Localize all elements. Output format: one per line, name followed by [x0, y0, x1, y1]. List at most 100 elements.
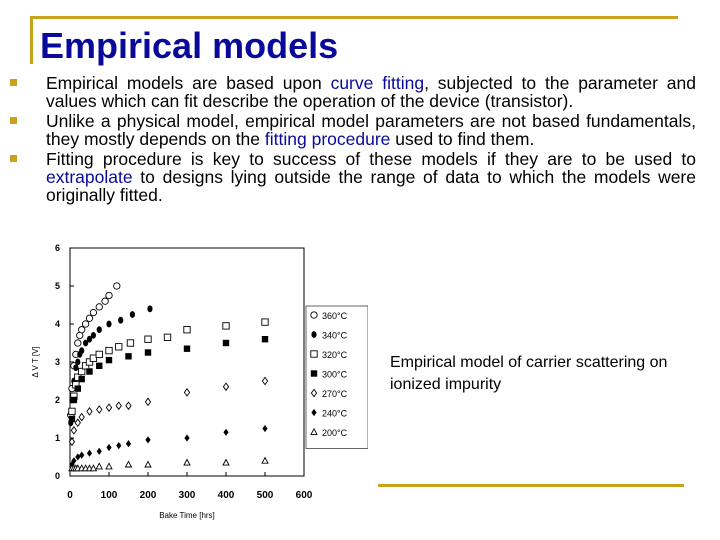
data-point [105, 403, 113, 412]
data-point [144, 349, 152, 356]
x-tick-label: 600 [296, 490, 313, 501]
data-point [144, 335, 152, 343]
y-axis-label: Δ V T [V] [31, 346, 40, 377]
data-point [118, 316, 124, 324]
legend-marker-icon [311, 331, 317, 338]
x-tick-label: 500 [257, 490, 274, 501]
slide-title: Empirical models [40, 25, 339, 66]
figure-caption: Empirical model of carrier scattering on… [390, 354, 668, 393]
data-point [124, 460, 133, 468]
data-point [68, 407, 76, 416]
y-tick-label: 3 [55, 357, 60, 367]
data-point [70, 426, 78, 435]
legend-marker-icon [310, 350, 318, 358]
data-point [75, 453, 81, 461]
legend-label: 300°C [322, 370, 348, 380]
bullet-square-icon [10, 79, 17, 86]
data-point [183, 326, 191, 334]
legend-marker-icon [310, 370, 318, 377]
data-point [96, 447, 102, 455]
data-point [113, 282, 121, 290]
y-tick-label: 1 [55, 433, 60, 443]
data-point [83, 339, 89, 347]
plot-frame [69, 247, 305, 477]
data-point [75, 358, 81, 366]
data-point [95, 350, 103, 359]
data-point [81, 320, 90, 328]
legend-label: 320°C [322, 350, 348, 360]
data-point [78, 326, 86, 334]
data-point [96, 362, 103, 369]
legend-label: 340°C [322, 331, 348, 341]
caption-frame-bottom [378, 484, 684, 487]
data-point [183, 345, 191, 352]
data-point [106, 320, 112, 328]
data-point [101, 297, 109, 305]
highlighted-term: curve fitting [330, 73, 425, 93]
legend-box [305, 305, 368, 449]
data-point [126, 339, 135, 347]
bullet-square-icon [10, 117, 17, 124]
legend-marker-icon [310, 388, 318, 398]
data-point [144, 460, 152, 468]
data-point [144, 397, 152, 407]
data-point [106, 443, 112, 452]
x-tick-label: 400 [218, 490, 235, 501]
x-tick-label: 200 [140, 490, 157, 501]
data-point [79, 347, 85, 354]
data-point [74, 339, 82, 347]
data-point [86, 449, 93, 457]
data-point [68, 415, 76, 423]
data-point [68, 437, 76, 447]
bullet-text: , subjected to the parameter and values … [46, 73, 697, 111]
bullet-item: Empirical models are based upon curve fi… [10, 74, 696, 110]
legend-label: 200°C [322, 428, 348, 438]
title-frame-top [30, 16, 678, 19]
data-point [163, 333, 172, 341]
legend-marker-icon [310, 427, 318, 435]
data-point [222, 339, 230, 347]
x-tick-label: 100 [101, 490, 118, 501]
legend-label: 360°C [322, 311, 348, 321]
x-tick-label: 300 [179, 490, 196, 501]
data-point [183, 388, 191, 397]
data-point [261, 318, 269, 326]
highlighted-term: fitting procedure [264, 129, 391, 149]
data-point [223, 428, 229, 436]
data-point [85, 314, 94, 322]
data-point [105, 356, 113, 364]
data-point [222, 322, 230, 330]
data-point [261, 456, 269, 464]
data-point [89, 354, 98, 362]
bullet-text: Empirical models are based upon [46, 73, 331, 93]
bullet-text: to designs lying outside the range of da… [46, 167, 696, 205]
title-frame-left [30, 16, 33, 64]
y-tick-label: 5 [55, 281, 60, 291]
data-point [183, 458, 191, 466]
data-point [105, 346, 113, 355]
legend-label: 270°C [322, 389, 348, 399]
data-point [89, 464, 98, 472]
y-tick-label: 0 [55, 471, 60, 481]
data-point [105, 291, 113, 300]
data-point [96, 405, 103, 414]
y-tick-label: 6 [55, 243, 60, 253]
data-point [115, 343, 123, 351]
legend-marker-icon [311, 408, 317, 417]
data-point [129, 311, 135, 318]
bullet-text: Fitting procedure is key to success of t… [46, 149, 696, 169]
data-point [81, 362, 90, 370]
data-point [90, 332, 96, 339]
data-point [184, 434, 190, 442]
data-point [85, 358, 94, 366]
data-point [261, 336, 269, 343]
data-point [70, 396, 78, 404]
y-tick-label: 4 [55, 319, 60, 329]
y-tick-label: 2 [55, 395, 60, 405]
data-point [115, 401, 122, 411]
legend-marker-icon [310, 311, 318, 319]
data-point [86, 368, 93, 375]
x-axis-label: Bake Time [hrs] [159, 511, 215, 520]
data-point [125, 440, 132, 448]
data-point [71, 457, 77, 465]
